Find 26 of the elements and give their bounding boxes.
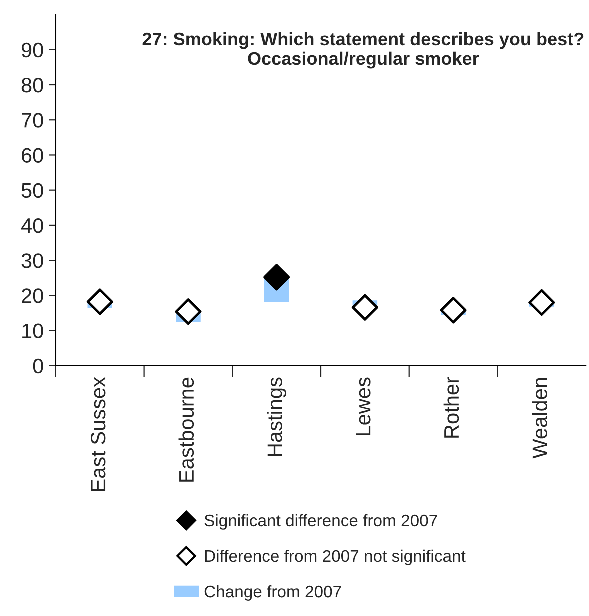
y-tick-label: 10 [22, 324, 44, 339]
x-tick-label: East Sussex [90, 377, 106, 492]
y-tick-label: 60 [22, 148, 44, 163]
y-tick-label: 50 [22, 183, 44, 198]
point [175, 298, 202, 326]
legend-label: Significant difference from 2007 [204, 514, 438, 530]
legend-label: Change from 2007 [204, 585, 342, 601]
y-tick-label: 70 [22, 113, 44, 128]
point [440, 297, 467, 324]
y-tick-label: 30 [22, 254, 44, 268]
x-tick-label: Eastbourne [178, 378, 194, 482]
x-tick-label: Rother [444, 377, 460, 438]
text: 27: Smoking: Which statement describes you best? Occasional/regular smoker [142, 32, 584, 69]
point [86, 288, 114, 316]
x-tick-label: Lewes [356, 378, 371, 436]
y-tick-label: 0 [33, 358, 44, 374]
point [264, 264, 290, 291]
y-tick-label: 40 [21, 218, 44, 234]
x-tick-label: Hastings [267, 378, 287, 456]
y-tick-label: 20 [22, 288, 44, 304]
point [352, 294, 378, 321]
y-tick-label: 80 [22, 78, 44, 93]
point [528, 289, 556, 316]
y-tick-label: 90 [22, 42, 44, 58]
x-tick-label: Wealden [532, 378, 548, 459]
legend-label: Difference from 2007 not significant [205, 550, 466, 566]
